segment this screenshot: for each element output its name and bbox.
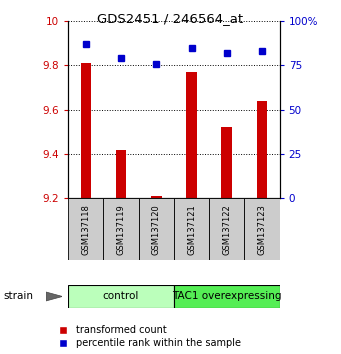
- Bar: [68, 285, 174, 308]
- Text: TAC1 overexpressing: TAC1 overexpressing: [172, 291, 282, 302]
- Text: GSM137121: GSM137121: [187, 204, 196, 255]
- Bar: [244, 198, 280, 260]
- Bar: [174, 198, 209, 260]
- Text: GSM137122: GSM137122: [222, 204, 231, 255]
- Bar: [139, 198, 174, 260]
- Bar: [80, 63, 91, 198]
- Text: GSM137118: GSM137118: [81, 204, 90, 255]
- Bar: [222, 127, 232, 198]
- Bar: [257, 101, 267, 198]
- Text: GSM137120: GSM137120: [152, 204, 161, 255]
- Text: GSM137119: GSM137119: [117, 204, 125, 255]
- Bar: [186, 72, 197, 198]
- Bar: [103, 198, 139, 260]
- Bar: [151, 196, 162, 198]
- Text: GSM137123: GSM137123: [257, 204, 267, 255]
- Polygon shape: [46, 292, 62, 301]
- Bar: [68, 198, 103, 260]
- Text: strain: strain: [3, 291, 33, 302]
- Text: GDS2451 / 246564_at: GDS2451 / 246564_at: [98, 12, 243, 25]
- Bar: [174, 285, 280, 308]
- Text: control: control: [103, 291, 139, 302]
- Bar: [116, 150, 126, 198]
- Legend: transformed count, percentile rank within the sample: transformed count, percentile rank withi…: [53, 324, 242, 349]
- Bar: [209, 198, 244, 260]
